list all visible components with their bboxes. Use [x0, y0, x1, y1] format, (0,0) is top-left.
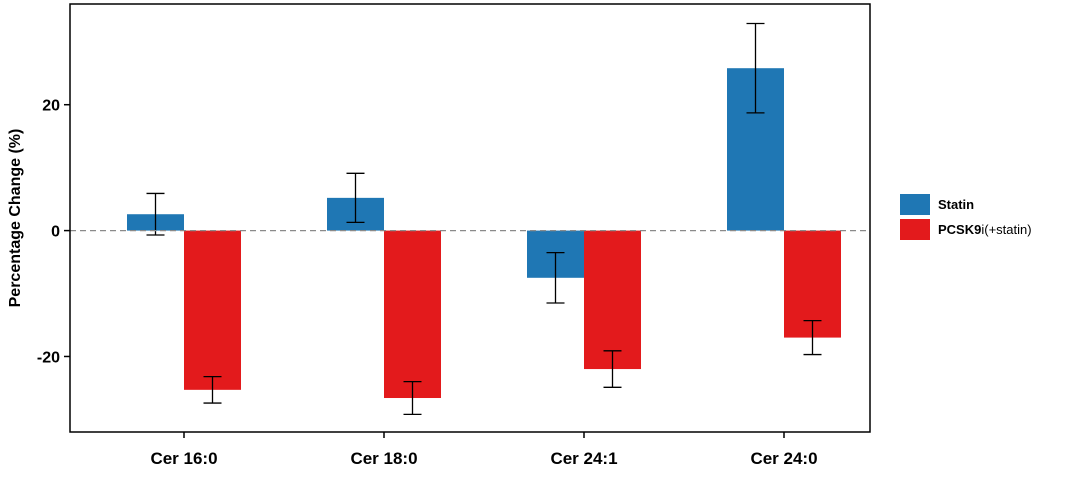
- error-bar-statin-2: [346, 172, 365, 224]
- bar-pcsk9i-4: [784, 230, 841, 338]
- legend-swatch-pcsk9i: [900, 219, 930, 240]
- legend-swatch-statin: [900, 194, 930, 215]
- legend-label-statin: Statin: [938, 197, 974, 212]
- error-bar-statin-1: [146, 192, 165, 236]
- plot-frame: [69, 3, 871, 433]
- x-tick-label: Cer 24:0: [750, 449, 817, 468]
- bar-pcsk9i-2: [384, 230, 441, 399]
- error-bar-statin-4: [746, 22, 765, 114]
- error-bar-pcsk9i-4: [803, 319, 822, 356]
- error-bar-pcsk9i-3: [603, 350, 622, 388]
- error-bar-pcsk9i-2: [403, 380, 422, 416]
- bar-pcsk9i-1: [184, 230, 241, 390]
- y-tick-label: 20: [42, 98, 60, 115]
- x-tick-label: Cer 24:1: [550, 449, 617, 468]
- bar-pcsk9i-3: [584, 230, 641, 370]
- legend-label-pcsk9i: PCSK9i(+statin): [938, 222, 1032, 237]
- error-bar-pcsk9i-1: [203, 375, 222, 404]
- error-bar-statin-3: [546, 251, 565, 304]
- x-tick-label: Cer 18:0: [350, 449, 417, 468]
- y-tick-label: -20: [37, 349, 60, 366]
- y-tick-label: 0: [51, 224, 60, 241]
- y-axis-title: Percentage Change (%): [7, 129, 24, 308]
- x-tick-label: Cer 16:0: [150, 449, 217, 468]
